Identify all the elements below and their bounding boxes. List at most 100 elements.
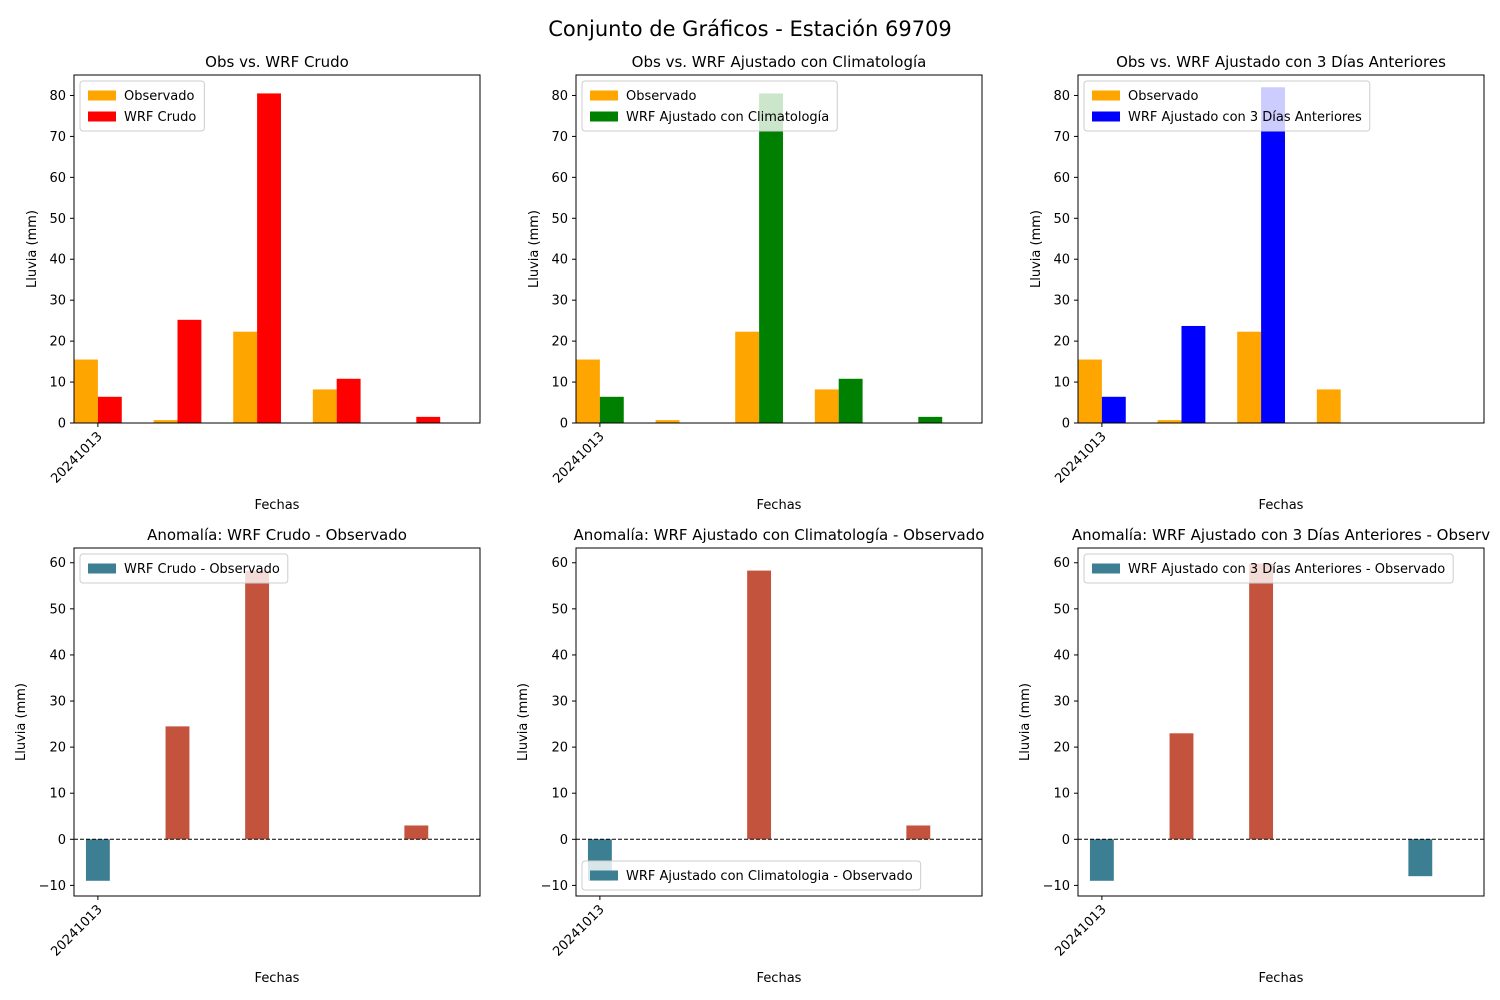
bar-observed-0 — [1078, 359, 1102, 423]
y-tick-label: 20 — [49, 335, 66, 350]
plot-area — [1078, 87, 1341, 423]
x-axis-label: Fechas — [255, 498, 300, 513]
y-axis-label: Lluvia (mm) — [527, 210, 542, 288]
legend: WRF Ajustado con 3 Días Anteriores - Obs… — [1083, 553, 1454, 584]
bar-observed-1 — [153, 420, 178, 423]
figure-title: Conjunto de Gráficos - Estación 69709 — [548, 17, 952, 41]
chart-panel-3: 0 10 20 30 40 50 60 70 80 20241013 Obs vs. WRF Aju… — [1029, 53, 1485, 513]
y-tick-label: 30 — [551, 695, 568, 710]
y-tick-label: 50 — [551, 212, 568, 227]
y-axis-label: Lluvia (mm) — [1029, 210, 1044, 288]
y-tick-label: 0 — [1062, 833, 1070, 848]
y-tick-label: 0 — [58, 417, 66, 432]
chart-title: Obs vs. WRF Ajustado con Climatología — [632, 53, 927, 71]
y-tick-label: 50 — [49, 212, 66, 227]
bar-observed-2 — [735, 331, 760, 423]
bar-wrf-2 — [759, 93, 783, 423]
bar-anomaly-2 — [245, 570, 270, 840]
bar-observed-3 — [312, 389, 337, 423]
y-tick-label: 40 — [1053, 253, 1070, 268]
bar-anomaly-4 — [906, 825, 931, 840]
plot-area — [576, 93, 943, 423]
bar-anomaly-4 — [1408, 839, 1433, 877]
plot-area — [576, 570, 982, 881]
bar-anomaly-1 — [1169, 733, 1194, 840]
legend-label: Observado — [1128, 89, 1199, 104]
y-tick-label: 60 — [49, 171, 66, 186]
x-tick-label: 20241013 — [48, 902, 105, 959]
y-tick-label: 10 — [1053, 376, 1070, 391]
legend-swatch — [590, 90, 618, 101]
bar-observed-3 — [1316, 389, 1341, 423]
x-axis-label: Fechas — [757, 971, 802, 986]
plot-area — [74, 570, 480, 881]
bar-wrf-2 — [257, 93, 281, 423]
bar-wrf-3 — [838, 378, 863, 423]
y-tick-label: 30 — [1053, 695, 1070, 710]
y-axis-label: Lluvia (mm) — [516, 683, 531, 761]
bar-anomaly-4 — [404, 825, 429, 840]
y-tick-label: 0 — [560, 833, 568, 848]
bar-wrf-4 — [918, 416, 943, 423]
y-tick-label: 40 — [49, 253, 66, 268]
legend-box — [581, 80, 838, 132]
chart-title: Anomalía: WRF Crudo - Observado — [147, 526, 407, 544]
legend: WRF Ajustado con Climatologia - Observad… — [581, 860, 922, 891]
x-axis-label: Fechas — [1259, 971, 1304, 986]
chart-panel-2: 0 10 20 30 40 50 60 70 80 20241013 Obs vs. WRF Aju… — [527, 53, 983, 513]
bar-wrf-1 — [177, 319, 202, 423]
chart-title: Anomalía: WRF Ajustado con 3 Días Anteri… — [1072, 526, 1490, 544]
legend: WRF Crudo - Observado — [79, 553, 289, 584]
bar-observed-2 — [233, 331, 258, 423]
legend-swatch — [88, 90, 116, 101]
axes-frame — [575, 547, 983, 897]
y-tick-label: 30 — [49, 695, 66, 710]
y-tick-label: 10 — [551, 376, 568, 391]
y-tick-label: 10 — [1053, 787, 1070, 802]
y-tick-label: 30 — [551, 294, 568, 309]
y-tick-label: −10 — [541, 879, 568, 894]
y-tick-label: 60 — [1053, 171, 1070, 186]
bar-wrf-3 — [336, 378, 361, 423]
y-tick-label: −10 — [1043, 879, 1070, 894]
y-tick-label: 0 — [560, 417, 568, 432]
y-tick-label: 60 — [551, 556, 568, 571]
y-tick-label: 40 — [551, 253, 568, 268]
x-tick-label: 20241013 — [1052, 902, 1109, 959]
legend-swatch — [590, 870, 618, 881]
y-tick-label: 70 — [1053, 130, 1070, 145]
y-tick-label: 30 — [1053, 294, 1070, 309]
legend-swatch — [590, 111, 618, 122]
bar-observed-3 — [814, 389, 839, 423]
legend-label: Observado — [124, 89, 195, 104]
bar-observed-1 — [1157, 420, 1182, 423]
y-axis-label: Lluvia (mm) — [14, 683, 29, 761]
y-tick-label: 20 — [1053, 741, 1070, 756]
bar-observed-0 — [576, 359, 600, 423]
axes-frame — [575, 74, 983, 424]
legend-label: WRF Ajustado con Climatologia - Observad… — [626, 869, 913, 884]
y-tick-label: 10 — [551, 787, 568, 802]
legend-label: Observado — [626, 89, 697, 104]
legend-box — [1083, 553, 1454, 584]
y-tick-label: 50 — [551, 602, 568, 617]
bar-wrf-2 — [1261, 87, 1285, 423]
y-tick-label: 20 — [49, 741, 66, 756]
y-tick-label: 0 — [58, 833, 66, 848]
bar-wrf-4 — [416, 416, 441, 423]
x-tick-label: 20241013 — [550, 429, 607, 486]
axes-frame — [1077, 74, 1485, 424]
y-tick-label: 60 — [49, 556, 66, 571]
bar-wrf-0 — [1101, 396, 1126, 423]
y-tick-label: 70 — [49, 130, 66, 145]
y-tick-label: 10 — [49, 787, 66, 802]
bar-wrf-0 — [97, 396, 122, 423]
x-axis-label: Fechas — [757, 498, 802, 513]
legend-label: WRF Ajustado con Climatología — [626, 110, 829, 125]
bar-anomaly-0 — [85, 839, 110, 881]
legend-label: WRF Crudo - Observado — [124, 562, 280, 577]
bar-anomaly-2 — [1249, 563, 1274, 840]
legend-swatch — [88, 111, 116, 122]
chart-panel-6: −10 0 10 20 30 40 50 60 20241013 Anomalía: WRF Aj… — [1018, 526, 1490, 986]
